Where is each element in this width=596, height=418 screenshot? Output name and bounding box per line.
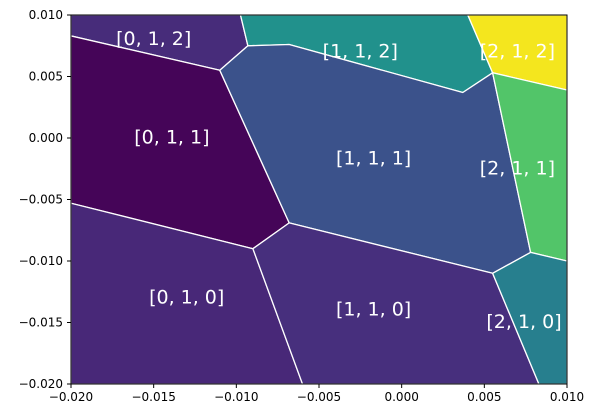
region-label: [1, 1, 0] bbox=[336, 299, 411, 321]
x-tick-label: −0.020 bbox=[49, 390, 93, 404]
region-label: [1, 1, 1] bbox=[336, 147, 411, 169]
region-label: [0, 1, 2] bbox=[116, 28, 191, 50]
x-tick-label: −0.015 bbox=[131, 390, 175, 404]
region-label: [0, 1, 1] bbox=[134, 127, 209, 149]
x-tick-label: 0.010 bbox=[550, 390, 584, 404]
region-label: [1, 1, 2] bbox=[323, 40, 398, 62]
region-8 bbox=[491, 251, 567, 384]
region-label: [2, 1, 1] bbox=[480, 157, 555, 179]
plot-regions bbox=[71, 15, 567, 384]
x-axis: −0.020 −0.015 −0.010 −0.005 0.000 0.005 0.010 bbox=[49, 384, 584, 404]
y-tick-label: −0.020 bbox=[19, 377, 63, 391]
y-tick-label: 0.005 bbox=[29, 70, 63, 84]
y-tick-label: −0.005 bbox=[19, 193, 63, 207]
x-tick-label: 0.005 bbox=[467, 390, 501, 404]
y-tick-label: −0.010 bbox=[19, 254, 63, 268]
x-tick-label: 0.000 bbox=[384, 390, 418, 404]
y-tick-label: −0.015 bbox=[19, 316, 63, 330]
region-2 bbox=[467, 15, 567, 91]
region-label: [2, 1, 2] bbox=[480, 40, 555, 62]
y-tick-label: 0.000 bbox=[29, 131, 63, 145]
region-6 bbox=[71, 202, 304, 384]
region-label: [0, 1, 0] bbox=[149, 286, 224, 308]
region-5 bbox=[491, 72, 567, 262]
y-axis: −0.020 −0.015 −0.010 −0.005 0.000 0.005 0.010 bbox=[19, 8, 71, 391]
region-label: [2, 1, 0] bbox=[486, 311, 561, 333]
x-tick-label: −0.005 bbox=[297, 390, 341, 404]
x-tick-label: −0.010 bbox=[214, 390, 258, 404]
y-tick-label: 0.010 bbox=[29, 8, 63, 22]
region-labels: [0, 1, 2] [1, 1, 2] [2, 1, 2] [0, 1, 1] [1, … bbox=[116, 28, 562, 333]
